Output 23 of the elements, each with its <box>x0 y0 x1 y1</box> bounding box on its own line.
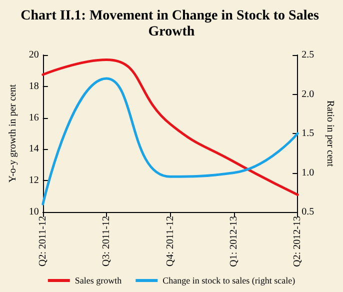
y-tick-label: 16 <box>28 112 39 124</box>
y-axis-title: Y-o-y growth in per cent <box>8 84 18 183</box>
line-series <box>42 58 299 196</box>
y2-axis-title: Ratio in per cent <box>324 100 336 167</box>
y2-tick-label: 1.0 <box>302 167 314 178</box>
line-series <box>42 77 299 206</box>
y-tick-label: 10 <box>28 206 39 218</box>
y-tick-label: 18 <box>28 80 39 92</box>
x-tick-label: Q1: 2012-13 <box>228 216 240 267</box>
y-tick-label: 12 <box>28 175 39 186</box>
y2-tick-label: 2.0 <box>302 88 314 100</box>
x-tick-label: Q2: 2011-12 <box>37 216 48 266</box>
x-tick-label: Q2: 2012-13 <box>292 216 304 267</box>
y2-tick-label: 1.5 <box>302 128 314 139</box>
y-tick-label: 20 <box>28 50 39 60</box>
chart-title: Chart II.1: Movement in Change in Stock to Sales Growth <box>20 8 322 40</box>
y2-tick-label: 0.5 <box>302 206 314 218</box>
legend-label: Change in stock to sales (right scale) <box>162 276 296 286</box>
legend-label: Sales growth <box>74 276 122 286</box>
x-tick-label: Q3: 2011-12 <box>101 216 112 266</box>
y-tick-label: 14 <box>28 144 39 155</box>
x-tick-label: Q4: 2011-12 <box>164 216 176 266</box>
y2-tick-label: 2.5 <box>302 50 314 60</box>
